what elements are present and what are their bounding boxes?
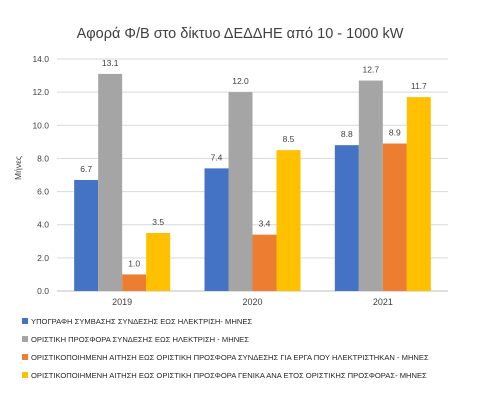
chart-title: Αφορά Φ/Β στο δίκτυο ΔΕΔΔΗΕ από 10 - 100…: [77, 26, 404, 42]
y-tick-label: 12.0: [32, 87, 49, 97]
y-axis-ticks: 0.0 2.0 4.0 6.0 8.0 10.0 12.0 14.0: [32, 54, 49, 296]
x-tick-label: 2020: [242, 297, 262, 307]
bar: [122, 274, 147, 291]
data-label: 1.0: [128, 258, 140, 268]
bar: [334, 145, 359, 291]
legend-entry: ΟΡΙΣΤΙΚΟΠΟΙΗΜΕΝΗ ΑΙΤΗΣΗ ΕΩΣ ΟΡΙΣΤΙΚΗ ΠΡΟ…: [22, 353, 429, 362]
legend-entry: ΥΠΟΓΡΑΦΗ ΣΥΜΒΑΣΗΣ ΣΥΝΔΕΣΗΣ ΕΩΣ ΗΛΕΚΤΡΙΣΗ…: [22, 317, 252, 326]
y-tick-label: 14.0: [32, 54, 49, 64]
bar: [382, 143, 407, 291]
legend-entry: ΟΡΙΣΤΙΚΟΠΟΙΗΜΕΝΗ ΑΙΤΗΣΗ ΕΩΣ ΟΡΙΣΤΙΚΗ ΠΡΟ…: [22, 371, 427, 380]
data-label: 12.7: [363, 65, 380, 75]
x-axis: 2019 2020 2021: [112, 297, 393, 307]
bars: [74, 73, 431, 292]
bar: [98, 73, 123, 292]
bar: [74, 179, 99, 291]
bar: [146, 233, 171, 291]
y-tick-label: 4.0: [37, 220, 49, 230]
bar: [406, 97, 431, 291]
bar: [252, 234, 277, 291]
y-tick-label: 6.0: [37, 187, 49, 197]
y-tick-label: 8.0: [37, 153, 49, 163]
data-labels: 6.7 13.1 1.0 3.5 7.4 12.0 3.4 8.5 8.8 12.7 8.9 11.7: [80, 58, 427, 269]
legend-label: ΟΡΙΣΤΙΚΟΠΟΙΗΜΕΝΗ ΑΙΤΗΣΗ ΕΩΣ ΟΡΙΣΤΙΚΗ ΠΡΟ…: [31, 371, 427, 380]
data-label: 13.1: [102, 58, 119, 68]
bar: [358, 80, 383, 292]
legend-label: ΥΠΟΓΡΑΦΗ ΣΥΜΒΑΣΗΣ ΣΥΝΔΕΣΗΣ ΕΩΣ ΗΛΕΚΤΡΙΣΗ…: [31, 317, 252, 326]
y-tick-label: 2.0: [37, 253, 49, 263]
legend-label: ΟΡΙΣΤΙΚΟΠΟΙΗΜΕΝΗ ΑΙΤΗΣΗ ΕΩΣ ΟΡΙΣΤΙΚΗ ΠΡΟ…: [31, 353, 429, 362]
data-label: 12.0: [232, 76, 249, 86]
data-label: 8.8: [341, 129, 353, 139]
y-tick-label: 0.0: [37, 286, 49, 296]
legend-swatch: [22, 336, 28, 342]
legend-label: ΟΡΙΣΤΙΚΗ ΠΡΟΣΦΟΡΑ ΣΥΝΔΕΣΗΣ ΕΩΣ ΗΛΕΚΤΡΙΣΗ…: [31, 335, 249, 344]
data-label: 8.9: [389, 128, 401, 138]
data-label: 7.4: [211, 152, 223, 162]
bar: [276, 150, 301, 291]
data-label: 6.7: [80, 164, 92, 174]
x-tick-label: 2021: [373, 297, 393, 307]
legend-swatch: [22, 372, 28, 378]
y-axis-label: Μήνες: [13, 156, 23, 180]
data-label: 11.7: [411, 81, 427, 91]
legend-swatch: [22, 318, 28, 324]
data-label: 8.5: [283, 134, 295, 144]
y-tick-label: 10.0: [32, 120, 49, 130]
legend-entry: ΟΡΙΣΤΙΚΗ ΠΡΟΣΦΟΡΑ ΣΥΝΔΕΣΗΣ ΕΩΣ ΗΛΕΚΤΡΙΣΗ…: [22, 335, 249, 344]
legend: ΥΠΟΓΡΑΦΗ ΣΥΜΒΑΣΗΣ ΣΥΝΔΕΣΗΣ ΕΩΣ ΗΛΕΚΤΡΙΣΗ…: [22, 317, 429, 380]
x-tick-label: 2019: [112, 297, 132, 307]
data-label: 3.4: [259, 219, 271, 229]
bar: [228, 92, 253, 292]
legend-swatch: [22, 354, 28, 360]
bar: [204, 168, 229, 291]
data-label: 3.5: [152, 217, 164, 227]
